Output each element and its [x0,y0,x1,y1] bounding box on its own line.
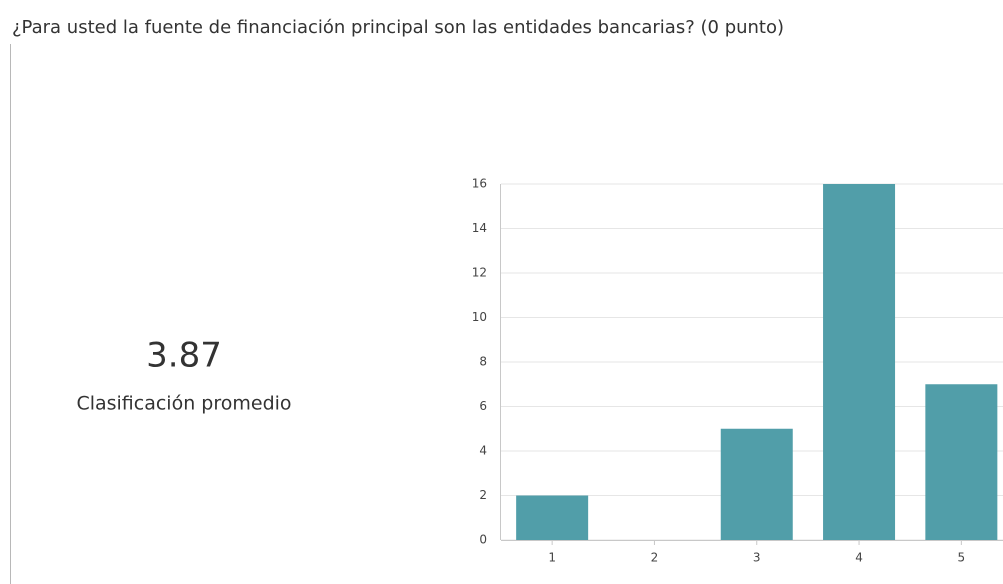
bar [823,184,896,540]
y-tick-label: 12 [472,266,487,280]
y-tick-label: 0 [479,533,487,547]
bar [720,428,793,540]
bar [925,384,998,540]
x-tick-label: 4 [855,551,863,565]
y-tick-label: 8 [479,355,487,369]
y-tick-label: 16 [472,177,487,191]
y-tick-label: 4 [479,444,487,458]
y-tick-label: 10 [472,310,487,324]
x-tick-label: 1 [548,551,556,565]
x-tick-label: 3 [753,551,761,565]
x-tick-label: 2 [651,551,659,565]
y-tick-label: 2 [479,488,487,502]
average-label: Clasificación promedio [76,393,291,415]
y-tick-label: 14 [472,221,487,235]
question-title: ¿Para usted la fuente de financiación pr… [12,17,784,38]
x-tick-label: 5 [958,551,966,565]
bar [516,495,589,540]
average-value: 3.87 [146,336,222,376]
y-tick-label: 6 [479,399,487,413]
